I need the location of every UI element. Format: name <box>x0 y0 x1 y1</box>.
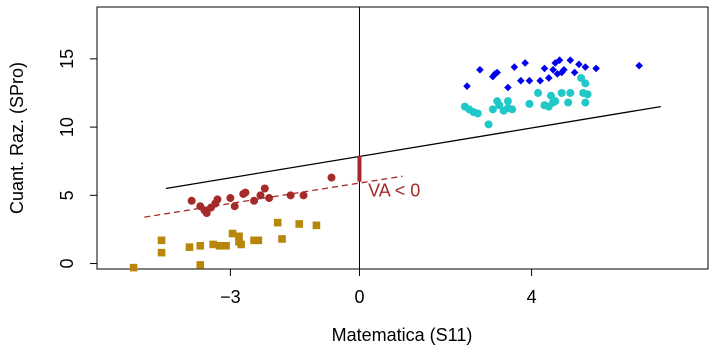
diamond-point <box>566 56 575 65</box>
square-point <box>312 221 321 230</box>
circle-point <box>226 194 235 203</box>
diamond-point <box>517 76 525 85</box>
x-axis-label: Matematica (S11) <box>332 325 473 345</box>
square-point <box>273 218 282 227</box>
diamond-point <box>463 82 471 90</box>
circle-point <box>583 90 592 99</box>
axes: −3 0 4 0 5 10 15 <box>57 49 537 307</box>
diamond-point <box>521 59 529 67</box>
diamond-point <box>504 83 512 92</box>
diamond-point <box>536 76 544 85</box>
circle-point <box>265 194 274 203</box>
square-point <box>250 236 258 245</box>
plot-frame <box>96 6 709 270</box>
diamond-point <box>525 76 534 85</box>
circle-point <box>213 195 222 204</box>
diamond-point <box>570 68 579 77</box>
square-point <box>196 242 205 250</box>
square-point <box>157 248 166 257</box>
square-point <box>215 242 224 250</box>
circle-point <box>250 196 259 205</box>
circle-point <box>551 97 560 106</box>
circle-point <box>299 191 308 200</box>
diamond-point <box>592 64 600 73</box>
square-point <box>295 220 304 228</box>
diamond-point <box>560 65 568 74</box>
y-axis-label: Cuant. Raz. (SPro) <box>7 62 27 214</box>
diamond-point <box>493 68 501 77</box>
diamond-point <box>549 65 557 74</box>
circle-point <box>256 191 265 200</box>
diamond-point <box>551 59 560 67</box>
diamond-point <box>555 56 564 65</box>
diamond-point <box>575 60 583 69</box>
circle-point <box>495 101 504 110</box>
x-tick-label: 0 <box>354 287 364 307</box>
circle-point <box>525 99 534 108</box>
annotations: VA < 0 <box>368 181 420 201</box>
x-tick-label: −3 <box>220 287 241 307</box>
square-point <box>157 236 166 245</box>
diamond-point <box>540 64 549 73</box>
circle-point <box>581 79 590 88</box>
square-point <box>237 240 245 249</box>
dashed-fit-line <box>144 175 403 218</box>
circle-point <box>260 184 269 193</box>
square-point <box>228 229 237 238</box>
diamond-point <box>476 65 484 74</box>
diamond-point <box>581 63 590 71</box>
circle-point <box>484 120 493 129</box>
data-points <box>129 56 643 272</box>
y-tick-label: 15 <box>57 49 77 69</box>
diamond-point <box>557 68 566 77</box>
square-point <box>278 235 286 243</box>
circle-point <box>286 191 295 200</box>
solid-fit-line <box>165 105 661 190</box>
circle-point <box>534 88 543 97</box>
circle-point <box>566 88 575 97</box>
circle-point <box>546 91 555 100</box>
y-tick-label: 10 <box>57 117 77 137</box>
circle-point <box>508 105 517 114</box>
circle-point <box>327 173 336 182</box>
annotation-label: VA < 0 <box>368 181 420 201</box>
circle-point <box>473 109 482 118</box>
circle-point <box>241 188 250 197</box>
x-tick-label: 4 <box>527 287 537 307</box>
square-point <box>185 243 194 251</box>
circle-point <box>581 98 590 107</box>
circle-point <box>187 196 196 205</box>
square-point <box>222 242 230 250</box>
diamond-point <box>544 74 553 82</box>
diamond-point <box>510 63 519 71</box>
diamond-point <box>635 61 643 70</box>
circle-point <box>230 202 239 211</box>
circle-point <box>503 97 512 106</box>
square-point <box>235 232 243 241</box>
fit-lines <box>144 7 661 269</box>
circle-point <box>488 105 497 114</box>
square-point <box>254 236 263 245</box>
y-tick-label: 5 <box>57 190 77 200</box>
circle-point <box>577 73 586 82</box>
square-point <box>129 263 138 272</box>
circle-point <box>564 98 573 107</box>
y-tick-label: 0 <box>57 259 77 269</box>
circle-point <box>202 209 211 218</box>
square-point <box>196 261 205 269</box>
circle-point <box>557 88 566 97</box>
square-point <box>209 240 217 249</box>
